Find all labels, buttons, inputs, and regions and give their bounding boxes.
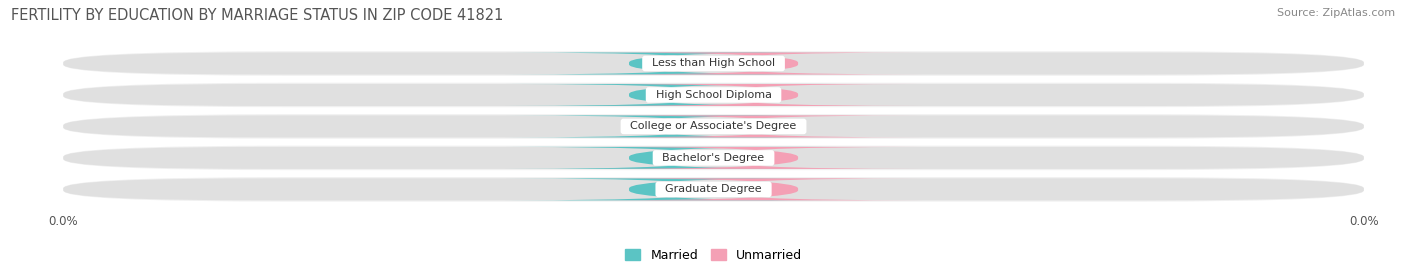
Text: 0.0%: 0.0% <box>657 153 686 163</box>
FancyBboxPatch shape <box>591 178 922 200</box>
Text: 0.0%: 0.0% <box>657 58 686 69</box>
Text: Bachelor's Degree: Bachelor's Degree <box>655 153 772 163</box>
Text: FERTILITY BY EDUCATION BY MARRIAGE STATUS IN ZIP CODE 41821: FERTILITY BY EDUCATION BY MARRIAGE STATU… <box>11 8 503 23</box>
FancyBboxPatch shape <box>591 52 922 75</box>
FancyBboxPatch shape <box>63 52 1364 75</box>
Text: 0.0%: 0.0% <box>657 90 686 100</box>
Text: 0.0%: 0.0% <box>741 121 770 132</box>
Text: Source: ZipAtlas.com: Source: ZipAtlas.com <box>1277 8 1395 18</box>
Text: Graduate Degree: Graduate Degree <box>658 184 769 194</box>
FancyBboxPatch shape <box>506 84 837 106</box>
FancyBboxPatch shape <box>63 146 1364 170</box>
Text: Less than High School: Less than High School <box>645 58 782 69</box>
FancyBboxPatch shape <box>506 147 837 169</box>
Legend: Married, Unmarried: Married, Unmarried <box>620 244 807 267</box>
Text: 0.0%: 0.0% <box>657 121 686 132</box>
FancyBboxPatch shape <box>63 115 1364 137</box>
FancyBboxPatch shape <box>591 115 922 137</box>
FancyBboxPatch shape <box>63 83 1364 107</box>
Text: College or Associate's Degree: College or Associate's Degree <box>623 121 804 132</box>
FancyBboxPatch shape <box>63 178 1364 200</box>
FancyBboxPatch shape <box>63 177 1364 202</box>
FancyBboxPatch shape <box>506 52 837 75</box>
Text: High School Diploma: High School Diploma <box>648 90 779 100</box>
FancyBboxPatch shape <box>506 115 837 137</box>
Text: 0.0%: 0.0% <box>657 184 686 194</box>
FancyBboxPatch shape <box>591 84 922 106</box>
FancyBboxPatch shape <box>591 147 922 169</box>
FancyBboxPatch shape <box>63 51 1364 76</box>
FancyBboxPatch shape <box>63 84 1364 106</box>
Text: 0.0%: 0.0% <box>741 90 770 100</box>
FancyBboxPatch shape <box>63 147 1364 169</box>
Text: 0.0%: 0.0% <box>741 184 770 194</box>
Text: 0.0%: 0.0% <box>741 58 770 69</box>
FancyBboxPatch shape <box>63 114 1364 139</box>
FancyBboxPatch shape <box>506 178 837 200</box>
Text: 0.0%: 0.0% <box>741 153 770 163</box>
